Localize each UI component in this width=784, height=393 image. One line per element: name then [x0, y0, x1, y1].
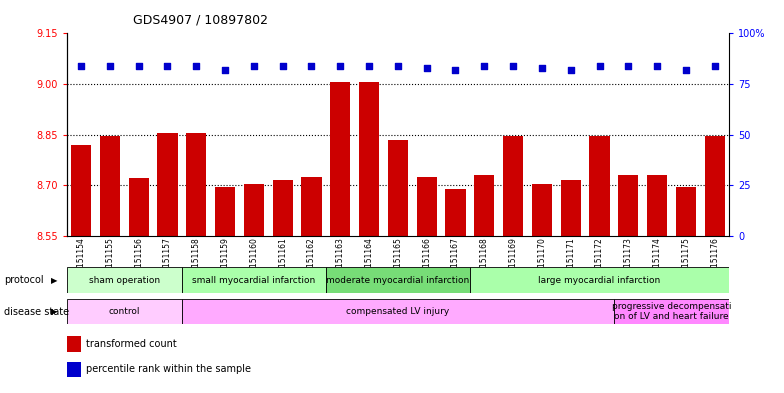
Point	[391, 62, 405, 69]
Text: control: control	[108, 307, 140, 316]
Text: large myocardial infarction: large myocardial infarction	[539, 275, 661, 285]
Bar	[71, 145, 91, 236]
Bar	[503, 136, 523, 236]
Point	[680, 67, 692, 73]
Bar	[359, 82, 379, 236]
Point	[162, 62, 174, 69]
Text: ▶: ▶	[51, 276, 57, 285]
Bar	[182, 267, 326, 293]
Point	[277, 62, 289, 69]
Bar	[158, 133, 177, 236]
Bar	[301, 177, 321, 236]
Text: protocol: protocol	[4, 275, 44, 285]
Text: GDS4907 / 10897802: GDS4907 / 10897802	[133, 14, 268, 27]
Point	[103, 62, 116, 69]
Point	[449, 67, 462, 73]
Bar	[647, 175, 667, 236]
Bar	[474, 175, 495, 236]
Bar	[100, 136, 120, 236]
Point	[334, 62, 347, 69]
Point	[132, 62, 145, 69]
Text: ▶: ▶	[51, 307, 57, 316]
Bar	[561, 180, 581, 236]
Bar	[445, 189, 466, 236]
Text: transformed count: transformed count	[86, 339, 177, 349]
Point	[564, 67, 577, 73]
Point	[190, 62, 202, 69]
Bar	[244, 184, 264, 236]
Point	[709, 62, 721, 69]
Point	[305, 62, 318, 69]
Point	[478, 62, 491, 69]
Text: moderate myocardial infarction: moderate myocardial infarction	[326, 275, 470, 285]
Bar	[388, 140, 408, 236]
Text: sham operation: sham operation	[89, 275, 160, 285]
Point	[535, 65, 548, 71]
Bar	[67, 299, 182, 324]
Bar	[532, 184, 552, 236]
Text: progressive decompensati
on of LV and heart failure: progressive decompensati on of LV and he…	[612, 302, 731, 321]
Bar	[186, 133, 206, 236]
Text: disease state: disease state	[4, 307, 69, 317]
Point	[363, 62, 376, 69]
Point	[420, 65, 433, 71]
Point	[74, 62, 87, 69]
Bar	[470, 267, 729, 293]
Bar	[182, 299, 614, 324]
Bar	[705, 136, 724, 236]
Bar	[273, 180, 292, 236]
Bar	[676, 187, 696, 236]
Bar	[590, 136, 610, 236]
Bar	[215, 187, 235, 236]
Bar	[614, 299, 729, 324]
Bar	[326, 267, 470, 293]
Text: compensated LV injury: compensated LV injury	[347, 307, 449, 316]
Bar	[330, 82, 350, 236]
Text: small myocardial infarction: small myocardial infarction	[192, 275, 315, 285]
Point	[593, 62, 606, 69]
Bar	[619, 175, 638, 236]
Bar	[67, 267, 182, 293]
Text: percentile rank within the sample: percentile rank within the sample	[86, 364, 251, 375]
Point	[651, 62, 663, 69]
Bar	[416, 177, 437, 236]
Point	[219, 67, 231, 73]
Point	[506, 62, 519, 69]
Point	[248, 62, 260, 69]
Point	[622, 62, 634, 69]
Bar	[129, 178, 149, 236]
